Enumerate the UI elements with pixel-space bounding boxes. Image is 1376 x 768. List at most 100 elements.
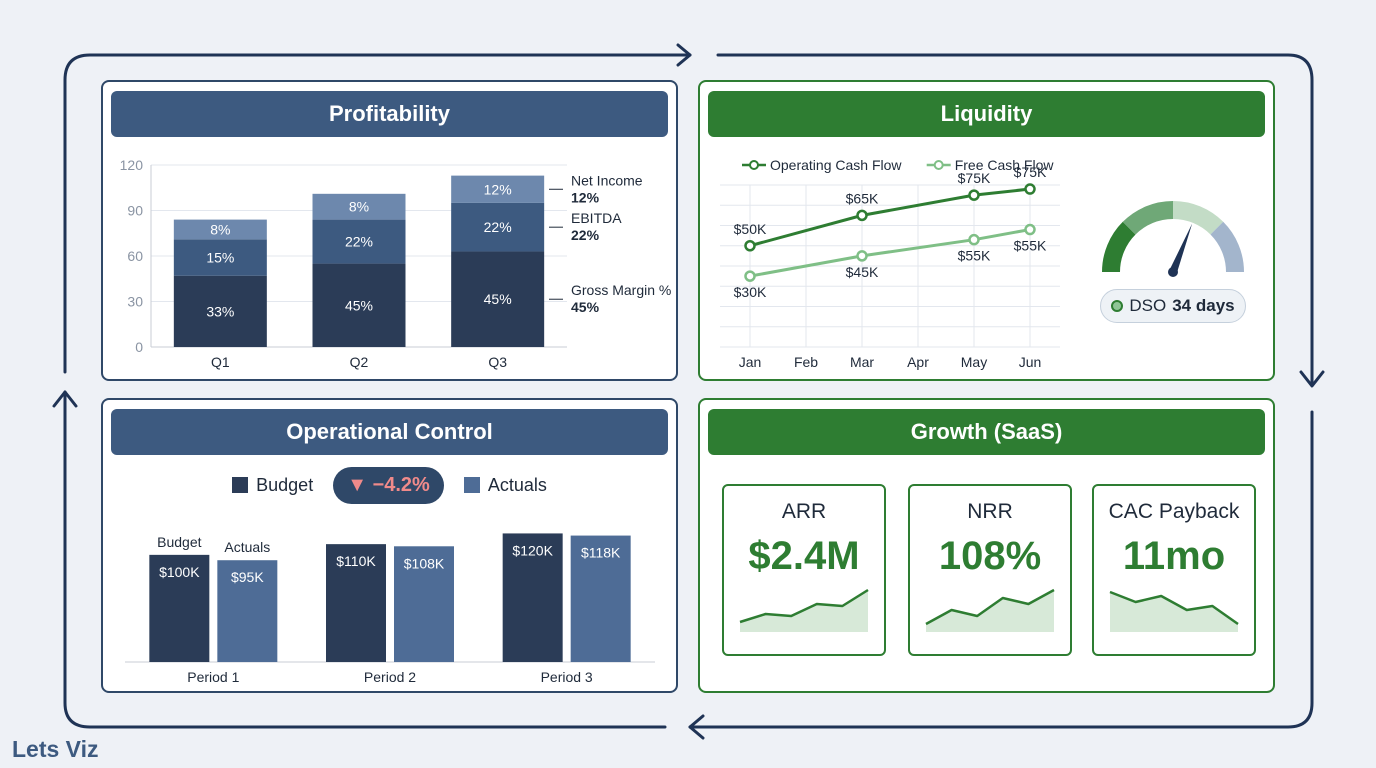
bar-value-label: 45% bbox=[484, 291, 512, 307]
data-label: $55K bbox=[958, 248, 991, 264]
nrr-sparkline bbox=[925, 588, 1055, 632]
arr-value: $2.4M bbox=[748, 534, 860, 578]
dso-badge: DSO 34 days bbox=[1100, 289, 1246, 323]
y-tick-label: 90 bbox=[127, 203, 143, 219]
arr-label: ARR bbox=[781, 500, 827, 523]
bar-value-label: $95K bbox=[231, 569, 264, 585]
budget-actuals-legend: Budget ▼ −4.2% Actuals bbox=[103, 466, 676, 504]
data-label: $75K bbox=[958, 170, 991, 186]
data-point bbox=[856, 209, 868, 222]
bar-value-label: 33% bbox=[206, 303, 234, 319]
bar-gross-margin bbox=[173, 275, 267, 347]
nrr-value: 108% bbox=[938, 534, 1042, 578]
bar-budget bbox=[326, 544, 386, 662]
legend-ebitda-value: 22% bbox=[571, 227, 600, 243]
bar-budget bbox=[502, 533, 563, 662]
legend-gross-margin-value: 45% bbox=[571, 299, 600, 315]
cac-payback-value: 11mo bbox=[1122, 534, 1226, 578]
bar-value-label: $108K bbox=[404, 555, 445, 571]
cycle-path-top-left bbox=[63, 53, 692, 374]
y-tick-label: 30 bbox=[127, 294, 143, 310]
sparkline-line bbox=[739, 588, 869, 624]
sparkline-area bbox=[1110, 592, 1238, 632]
legend-actuals-label: Actuals bbox=[487, 474, 547, 495]
data-point bbox=[856, 250, 868, 262]
arr-sparkline bbox=[739, 588, 869, 632]
bar-value-label: $118K bbox=[581, 545, 621, 561]
x-tick-label: Apr bbox=[907, 354, 929, 370]
bar-value-label: 8% bbox=[210, 221, 230, 237]
dso-value: 34 days bbox=[1172, 296, 1235, 315]
bar-value-label: 12% bbox=[484, 181, 512, 197]
data-label: $50K bbox=[734, 221, 767, 237]
profitability-panel: Profitability 0 30 60 90 120 33% 15% 8% Q1 45% 22%… bbox=[101, 80, 678, 381]
brand-logo: Lets Viz bbox=[12, 736, 99, 762]
gauge-segment bbox=[1172, 201, 1224, 235]
x-tick-label: Jun bbox=[1019, 354, 1042, 370]
liquidity-title: Liquidity bbox=[708, 91, 1265, 137]
budget-vs-actuals-bar-chart: $100K Budget $95K Actuals Period 1 $110K $108K… bbox=[125, 533, 655, 685]
bar-value-label: 22% bbox=[345, 234, 373, 250]
data-point bbox=[1024, 223, 1036, 236]
legend-net-income: Net Income bbox=[571, 172, 643, 188]
bar-budget bbox=[149, 554, 210, 662]
bar-net-income bbox=[312, 193, 406, 220]
cycle-path-top-right bbox=[716, 53, 1314, 387]
cac-payback-sparkline bbox=[1109, 590, 1239, 632]
y-tick-label: 0 bbox=[135, 339, 143, 355]
dso-label: DSO bbox=[1129, 296, 1167, 315]
bar-net-income bbox=[451, 175, 545, 203]
bar-gross-margin bbox=[451, 251, 545, 347]
legend-net-income-value: 12% bbox=[571, 189, 600, 205]
cac-payback-label: CAC Payback bbox=[1108, 500, 1240, 523]
data-point bbox=[744, 270, 756, 282]
arrow-left-icon bbox=[688, 714, 705, 740]
gauge-hub bbox=[1168, 267, 1178, 277]
bar-value-label: $120K bbox=[512, 542, 553, 558]
sparkline-area bbox=[926, 590, 1054, 632]
series-line-operating-cash-flow bbox=[749, 187, 1031, 248]
actuals-swatch bbox=[463, 477, 480, 493]
data-label: $55K bbox=[1014, 238, 1047, 254]
data-label: $75K bbox=[1014, 164, 1047, 180]
sparkline-line bbox=[925, 588, 1055, 626]
data-point bbox=[1024, 183, 1036, 195]
profitability-title: Profitability bbox=[111, 91, 668, 137]
data-point bbox=[744, 240, 756, 252]
data-label: $65K bbox=[846, 190, 879, 206]
bar-caption-budget: Budget bbox=[157, 534, 201, 550]
x-tick-label: Period 3 bbox=[541, 669, 593, 685]
bar-net-income bbox=[173, 219, 267, 240]
data-point bbox=[968, 233, 980, 246]
x-tick-label: Q1 bbox=[211, 354, 230, 370]
bar-actuals bbox=[217, 560, 278, 662]
bar-gross-margin bbox=[312, 263, 406, 347]
gauge-segment bbox=[1122, 201, 1174, 235]
bar-value-label: 22% bbox=[484, 219, 512, 235]
x-tick-label: Mar bbox=[850, 354, 874, 370]
data-point bbox=[968, 189, 980, 201]
legend-free-cash-flow: Free Cash Flow bbox=[955, 157, 1055, 173]
y-tick-label: 60 bbox=[127, 248, 143, 264]
gauge-needle bbox=[1169, 223, 1193, 274]
bar-caption-actuals: Actuals bbox=[224, 539, 270, 555]
operational-control-title: Operational Control bbox=[111, 409, 668, 455]
sparkline-line bbox=[1109, 590, 1239, 626]
series-line-free-cash-flow bbox=[749, 228, 1031, 278]
arr-card: ARR $2.4M bbox=[722, 484, 886, 656]
bar-value-label: 15% bbox=[206, 250, 234, 266]
arrow-right-icon bbox=[676, 43, 692, 67]
legend-budget: Budget bbox=[232, 475, 313, 496]
bar-value-label: $100K bbox=[159, 564, 200, 580]
variance-badge: ▼ −4.2% bbox=[333, 466, 444, 504]
liquidity-panel: Liquidity Jan Feb Mar Apr May Jun Operating Ca… bbox=[698, 80, 1275, 381]
legend-gross-margin: Gross Margin % bbox=[571, 282, 671, 298]
legend-budget-label: Budget bbox=[256, 474, 314, 495]
bar-value-label: $110K bbox=[336, 553, 376, 569]
y-tick-label: 120 bbox=[120, 157, 144, 173]
bar-ebitda bbox=[173, 239, 267, 276]
x-tick-label: Jan bbox=[739, 354, 762, 370]
bar-ebitda bbox=[312, 219, 406, 264]
legend-marker-free-cash-flow bbox=[933, 160, 944, 170]
